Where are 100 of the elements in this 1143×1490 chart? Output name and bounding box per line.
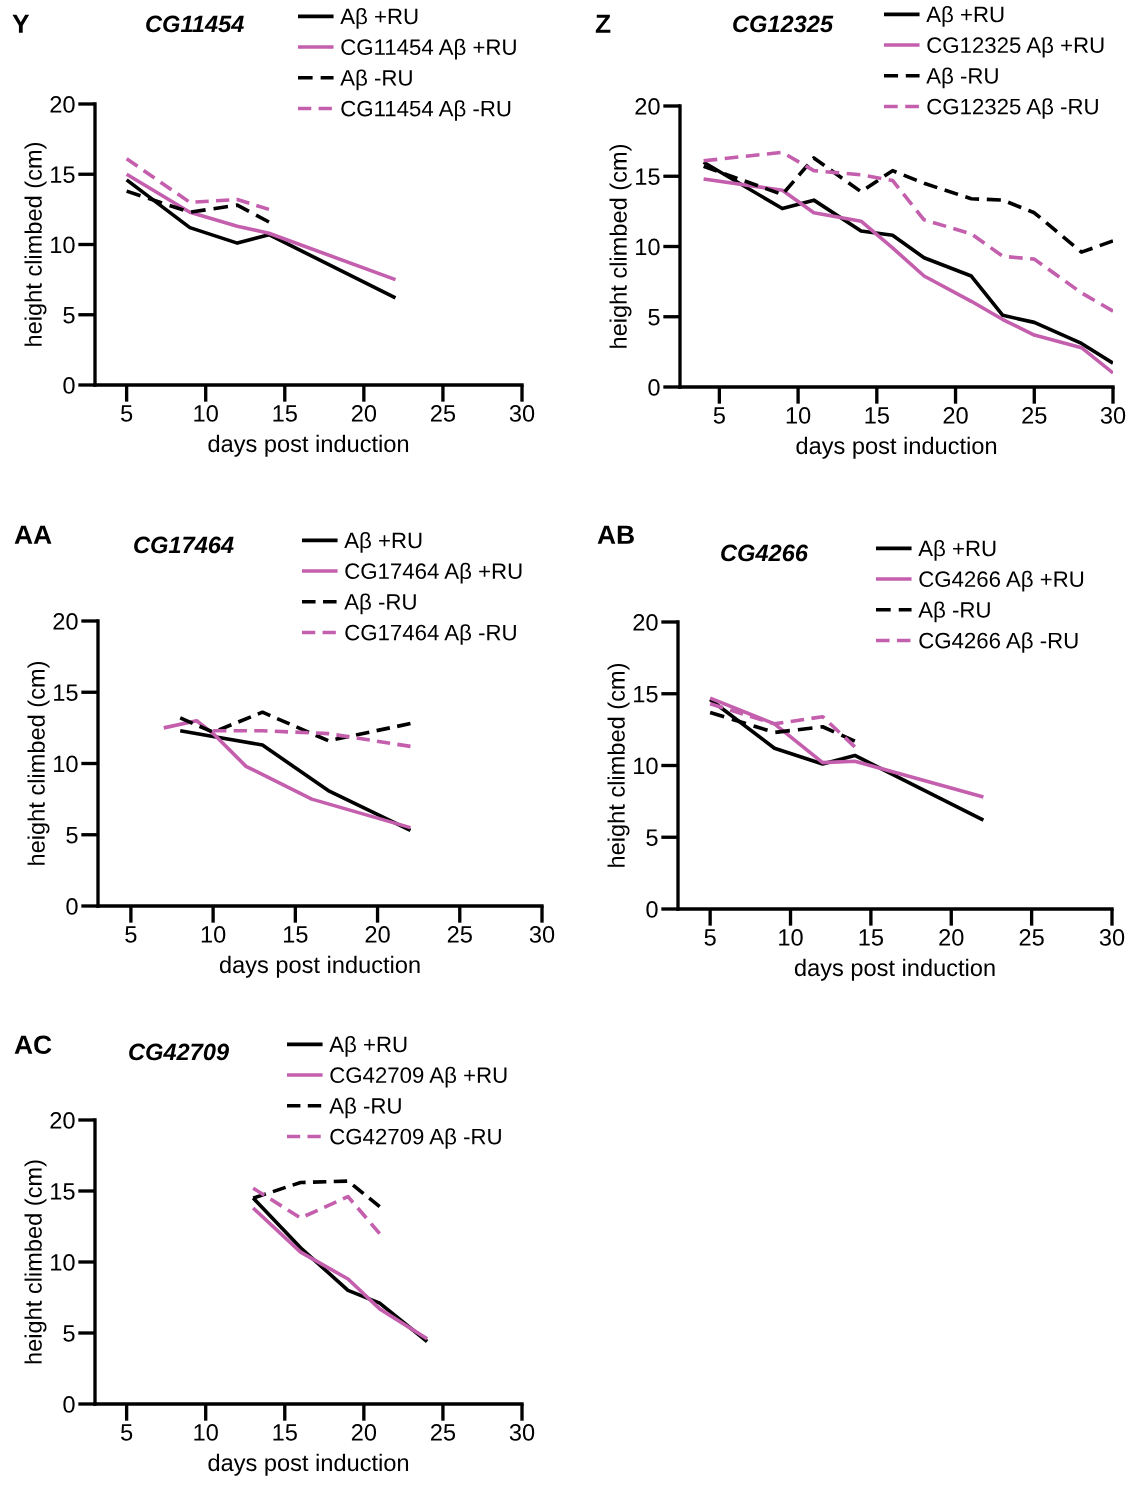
x-tick-label: 15 [859, 929, 884, 946]
y-tick-label: 0 [646, 901, 658, 918]
x-tick-label: 15 [273, 1424, 297, 1441]
x-tick-label: 30 [509, 405, 535, 422]
x-tick-label: 15 [284, 926, 308, 943]
x-tick-label: 10 [194, 1424, 218, 1441]
x-tick-label: 20 [939, 929, 964, 946]
line-series [124, 172, 398, 282]
legend-label: CG12325 Aβ -RU [927, 98, 1098, 119]
y-tick-label: 0 [648, 379, 660, 396]
text: Z [595, 14, 611, 33]
legend-label: Aβ -RU [918, 601, 990, 623]
y-tick-label: 5 [646, 829, 658, 847]
line-series [251, 1186, 382, 1236]
x-axis-title: days post induction [208, 1453, 409, 1476]
y-tick-label: 5 [648, 309, 660, 326]
x-tick-label: 30 [509, 1424, 535, 1441]
x-tick-label: 20 [351, 1424, 377, 1441]
text: AA [14, 525, 52, 544]
x-tick-label: 25 [447, 926, 472, 943]
x-axis-title: days post induction [794, 958, 995, 981]
y-tick-label: 10 [54, 755, 78, 773]
x-tick-label: 20 [365, 926, 390, 943]
legend-label: Aβ +RU [918, 540, 996, 561]
y-axis-title: height climbed (cm) [609, 144, 632, 348]
text: AB [597, 525, 634, 544]
y-tick-label: 15 [634, 686, 658, 703]
x-tick-label: 30 [1099, 929, 1125, 946]
legend-label: CG42709 Aβ +RU [330, 1066, 507, 1088]
chart-title: CG42709 [129, 1043, 229, 1061]
y-tick-label: 15 [51, 166, 75, 184]
y-axis-title: height climbed (cm) [24, 142, 47, 346]
x-tick-label: 5 [704, 929, 716, 946]
y-tick-label: 20 [50, 96, 75, 113]
y-tick-label: 15 [54, 684, 78, 702]
chart-title: CG11454 [146, 15, 244, 33]
text: Y [12, 14, 30, 33]
y-tick-label: 20 [633, 614, 658, 631]
legend-label: Aβ +RU [926, 6, 1004, 27]
x-tick-label: 25 [430, 405, 456, 422]
x-tick-label: 10 [786, 407, 811, 424]
legend-label: CG4266 Aβ +RU [919, 570, 1084, 592]
legend-label: Aβ -RU [340, 69, 412, 91]
y-tick-label: 5 [66, 827, 78, 844]
y-tick-label: 10 [634, 757, 658, 775]
line-series [701, 150, 1113, 313]
x-tick-label: 20 [943, 407, 968, 424]
legend-label: CG4266 Aβ -RU [919, 632, 1078, 653]
chart-title: CG17464 [134, 536, 234, 554]
legend-label: CG11454 Aβ -RU [341, 100, 511, 121]
x-tick-label: 10 [779, 929, 803, 946]
x-axis-title: days post induction [219, 955, 420, 978]
y-tick-label: 20 [635, 98, 660, 115]
x-tick-label: 30 [1100, 407, 1126, 424]
y-tick-label: 0 [66, 898, 78, 915]
x-tick-label: 25 [1019, 929, 1044, 946]
legend-label: CG12325 Aβ +RU [927, 36, 1104, 58]
y-tick-label: 0 [63, 377, 75, 394]
legend-label: CG42709 Aβ -RU [330, 1128, 501, 1149]
y-tick-label: 5 [63, 1325, 75, 1342]
legend-label: Aβ +RU [329, 1036, 407, 1057]
text: AC [14, 1035, 52, 1055]
x-tick-label: 5 [713, 407, 725, 424]
legend-label: Aβ +RU [344, 532, 422, 553]
legend-label: CG17464 Aβ -RU [345, 624, 516, 645]
x-tick-label: 25 [430, 1424, 456, 1441]
line-series [124, 156, 271, 212]
legend-label: CG17464 Aβ +RU [345, 562, 522, 584]
x-tick-label: 20 [351, 405, 377, 422]
x-tick-label: 15 [865, 407, 889, 424]
chart-title: CG4266 [721, 544, 809, 562]
x-tick-label: 10 [201, 926, 226, 943]
y-tick-label: 20 [50, 1112, 75, 1129]
y-tick-label: 0 [63, 1396, 75, 1413]
line-series [124, 178, 398, 300]
y-axis-title: height climbed (cm) [27, 661, 50, 865]
legend-label: Aβ -RU [926, 67, 998, 89]
y-tick-label: 10 [51, 1254, 75, 1271]
legend-label: Aβ -RU [344, 593, 416, 615]
x-tick-label: 25 [1022, 407, 1047, 424]
y-tick-label: 5 [63, 307, 75, 324]
y-tick-label: 10 [636, 238, 660, 256]
x-tick-label: 5 [125, 926, 137, 943]
x-tick-label: 5 [121, 1424, 133, 1441]
x-tick-label: 15 [273, 405, 297, 422]
x-tick-label: 30 [529, 926, 555, 943]
y-tick-label: 15 [636, 168, 660, 186]
legend-label: Aβ -RU [329, 1097, 401, 1119]
line-series [161, 718, 413, 830]
x-tick-label: 5 [121, 405, 133, 422]
legend-label: CG11454 Aβ +RU [341, 38, 516, 60]
x-axis-title: days post induction [208, 434, 409, 457]
legend-label: Aβ +RU [340, 8, 418, 29]
y-axis-title: height climbed (cm) [607, 663, 630, 867]
y-tick-label: 10 [51, 236, 75, 254]
y-tick-label: 20 [53, 613, 78, 630]
y-tick-label: 15 [51, 1183, 75, 1200]
line-series [708, 696, 986, 799]
chart-title: CG12325 [733, 15, 834, 33]
x-axis-title: days post induction [796, 436, 997, 459]
